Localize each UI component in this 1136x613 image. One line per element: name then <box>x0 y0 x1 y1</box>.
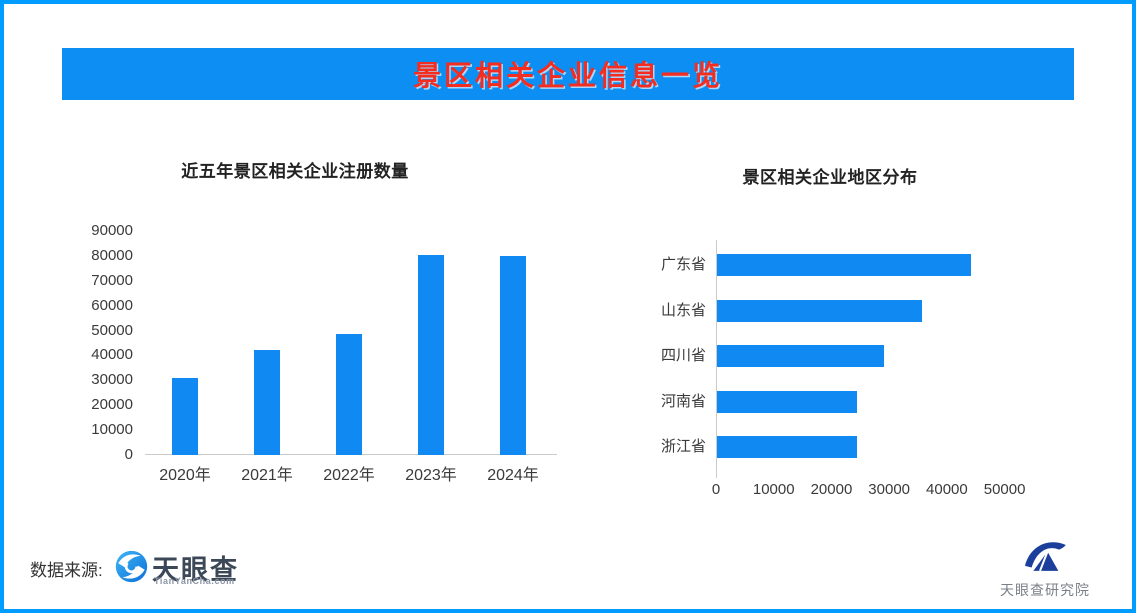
x-axis-tick-label: 2024年 <box>487 467 539 484</box>
x-axis-tick-label: 20000 <box>810 481 853 498</box>
y-axis-tick-label: 80000 <box>91 246 133 264</box>
bar-2023年 <box>418 255 444 455</box>
research-institute-label: 天眼查研究院 <box>1000 582 1090 598</box>
bar-2020年 <box>172 378 198 455</box>
x-axis-tick-label: 10000 <box>752 481 795 498</box>
category-label: 浙江省 <box>660 438 706 455</box>
tianyancha-research-icon <box>1020 534 1070 581</box>
x-axis-tick-label: 50000 <box>983 481 1026 498</box>
x-axis-tick-label: 2022年 <box>323 467 375 484</box>
y-axis-tick-label: 20000 <box>91 396 133 414</box>
bar-河南省 <box>717 391 857 413</box>
y-axis-tick-label: 90000 <box>91 222 133 239</box>
bar-浙江省 <box>717 436 857 458</box>
y-axis-tick-label: 30000 <box>91 371 133 389</box>
data-source-label: 数据来源: <box>30 561 103 580</box>
x-axis-tick-label: 2023年 <box>405 467 457 484</box>
bar-四川省 <box>717 345 884 367</box>
y-axis-tick-label: 60000 <box>91 296 133 314</box>
tianyancha-domain-text: TianYanCha.com <box>154 576 235 586</box>
category-label: 四川省 <box>660 347 706 364</box>
banner: 景区相关企业信息一览 <box>62 48 1074 100</box>
x-axis-tick-label: 0 <box>711 481 721 498</box>
right-chart-title: 景区相关企业地区分布 <box>742 168 918 187</box>
bar-山东省 <box>717 300 922 322</box>
y-axis-tick-label: 40000 <box>91 346 133 364</box>
y-axis-tick-label: 70000 <box>91 271 133 289</box>
tianyancha-eye-icon <box>115 550 148 588</box>
x-axis-tick-label: 30000 <box>868 481 911 498</box>
x-axis-tick-label: 2021年 <box>241 467 293 484</box>
y-axis-tick-label: 10000 <box>91 421 133 439</box>
category-label: 山东省 <box>660 302 706 319</box>
x-axis-tick-label: 40000 <box>926 481 968 498</box>
page-title: 景区相关企业信息一览 <box>412 60 723 91</box>
y-axis-tick-label: 50000 <box>91 321 133 339</box>
x-axis-tick-label: 2020年 <box>159 467 211 484</box>
category-label: 河南省 <box>660 393 706 410</box>
category-label: 广东省 <box>660 256 706 273</box>
bar-2021年 <box>254 350 280 455</box>
bar-2024年 <box>500 256 526 455</box>
bar-2022年 <box>336 334 362 455</box>
bar-广东省 <box>717 254 971 276</box>
y-axis-tick-label: 0 <box>124 446 133 463</box>
y-axis-line <box>716 240 717 478</box>
left-chart-title: 近五年景区相关企业注册数量 <box>181 162 409 181</box>
tianyancha-logo-text: 天眼查 <box>152 555 239 585</box>
